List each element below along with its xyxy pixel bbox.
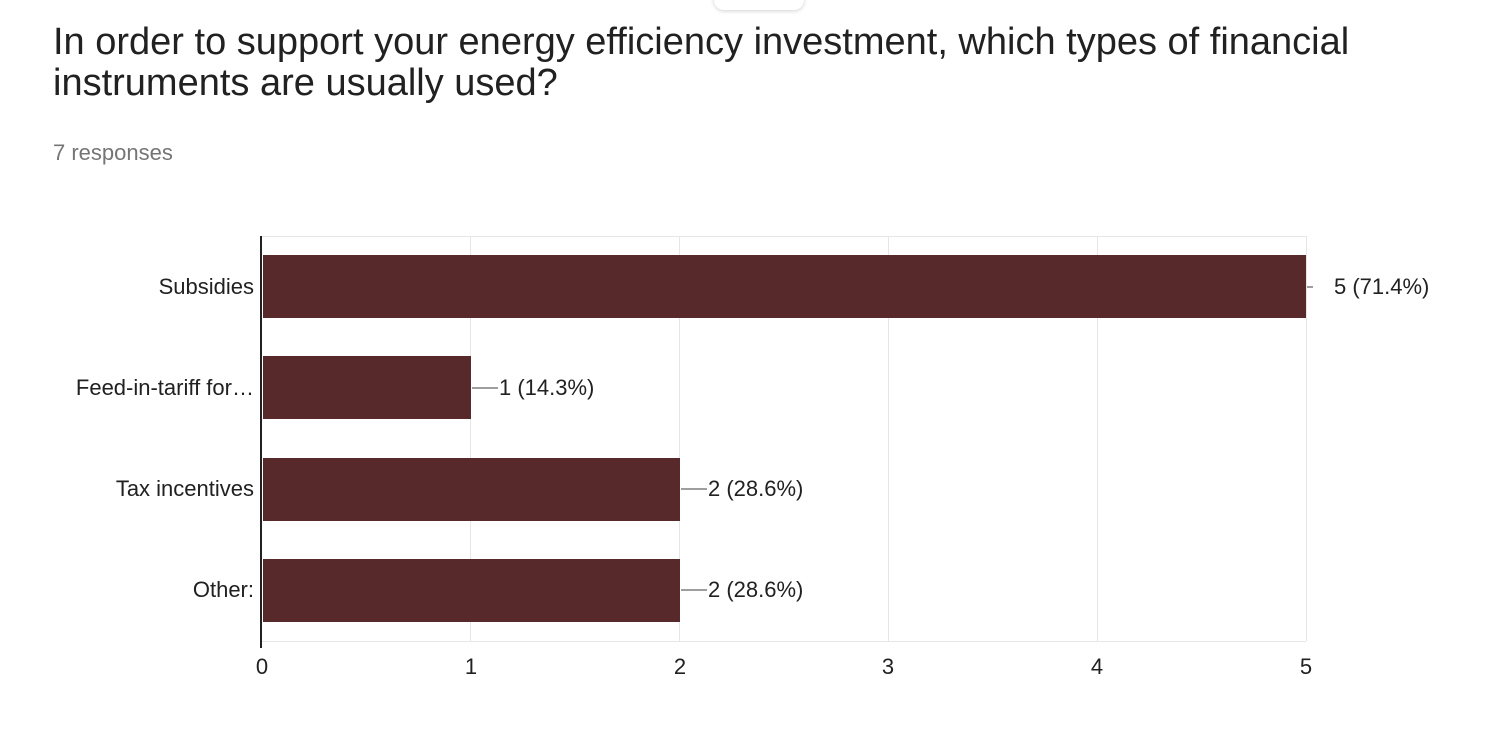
bar-value-label: 2 (28.6%) <box>708 476 804 501</box>
x-tick-label: 2 <box>673 654 687 679</box>
value-label-stem <box>472 387 498 389</box>
bar[interactable] <box>263 356 471 419</box>
question-title-line2: instruments are usually used? <box>53 62 558 104</box>
bar[interactable] <box>263 255 1306 318</box>
value-label-stem <box>681 589 707 591</box>
value-label-stem <box>681 488 707 490</box>
x-gridline <box>888 236 889 641</box>
bar[interactable] <box>263 458 680 521</box>
plot-top-border <box>262 236 1306 237</box>
bar-value-label: 1 (14.3%) <box>499 375 595 400</box>
question-title-line1: In order to support your energy efficien… <box>53 21 1350 63</box>
x-tick-label: 1 <box>464 654 478 679</box>
x-tick-label: 5 <box>1299 654 1313 679</box>
bar[interactable] <box>263 559 680 622</box>
y-axis-line <box>260 236 262 648</box>
responses-count: 7 responses <box>53 140 173 165</box>
x-gridline <box>470 236 471 641</box>
category-label: Tax incentives <box>115 476 254 501</box>
value-label-stem <box>1307 286 1313 288</box>
x-gridline <box>1306 236 1307 641</box>
question-title: In order to support your energy efficien… <box>53 22 1349 104</box>
category-label: Other: <box>192 577 254 602</box>
plot-bottom-border <box>262 641 1306 642</box>
cropped-tooltip-fragment <box>714 0 804 10</box>
bar-value-label: 2 (28.6%) <box>708 577 804 602</box>
category-label: Feed-in-tariff for… <box>75 375 254 400</box>
x-tick-label: 0 <box>255 654 269 679</box>
x-tick-label: 3 <box>881 654 895 679</box>
bar-value-label: 5 (71.4%) <box>1334 274 1430 299</box>
category-label: Subsidies <box>158 274 254 299</box>
x-gridline <box>679 236 680 641</box>
x-gridline <box>1097 236 1098 641</box>
x-tick-label: 4 <box>1090 654 1104 679</box>
